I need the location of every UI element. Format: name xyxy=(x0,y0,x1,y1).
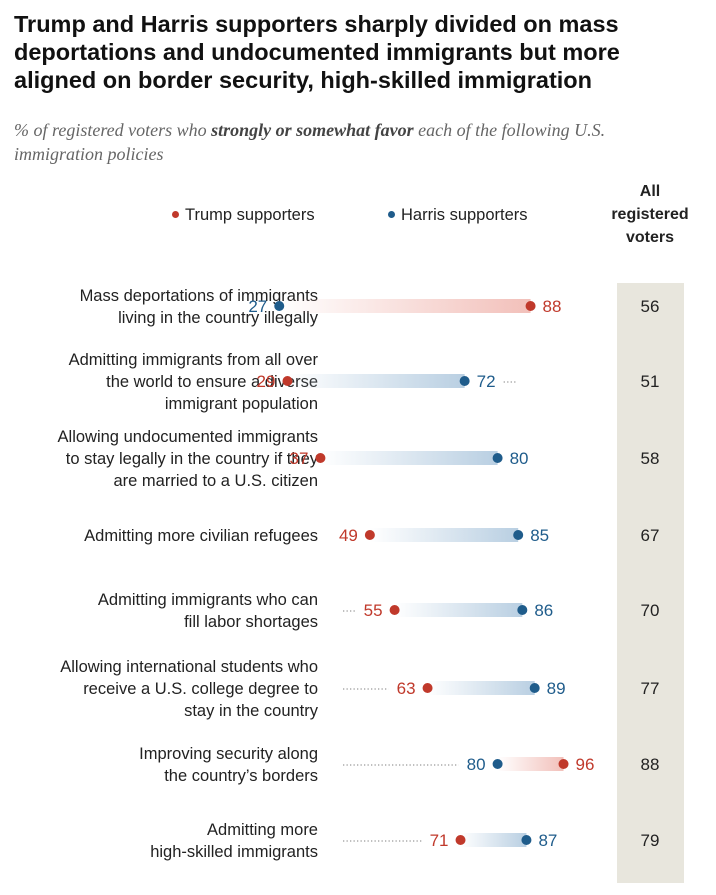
range-band xyxy=(497,757,564,771)
trump-value-label: 29 xyxy=(257,372,276,391)
all-voters-value: 56 xyxy=(641,297,660,316)
row-label-line: the country’s borders xyxy=(164,767,318,785)
chart-subtitle: % of registered voters who strongly or s… xyxy=(14,118,694,166)
row-label-line: Allowing undocumented immigrants xyxy=(58,428,318,446)
row-5: Admitting immigrants who can fill labor s… xyxy=(98,591,660,631)
row-2: Admitting immigrants from all over the wo… xyxy=(69,351,660,413)
subtitle-emphasis: strongly or somewhat favor xyxy=(211,120,414,140)
row-label-line: living in the country illegally xyxy=(118,309,319,327)
row-1: Mass deportations of immigrants living in… xyxy=(80,287,660,327)
row-label-line: stay in the country xyxy=(184,702,319,720)
row-6: Allowing international students who recei… xyxy=(60,658,659,720)
trump-value-label: 63 xyxy=(397,679,416,698)
range-band xyxy=(287,374,465,388)
all-voters-header: All registered voters xyxy=(600,180,700,249)
harris-value-label: 80 xyxy=(510,449,529,468)
subtitle-prefix: % of registered voters who xyxy=(14,120,212,140)
trump-dot xyxy=(364,530,375,540)
all-voters-value: 79 xyxy=(641,831,660,850)
row-label-line: Admitting immigrants from all over xyxy=(69,351,319,369)
chart-title: Trump and Harris supporters sharply divi… xyxy=(14,11,620,93)
range-band xyxy=(394,603,523,617)
all-voters-value: 67 xyxy=(641,526,660,545)
row-label-line: immigrant population xyxy=(165,395,318,413)
row-label-line: receive a U.S. college degree to xyxy=(83,680,318,698)
trump-value-label: 55 xyxy=(364,601,383,620)
legend-trump-label: Trump supporters xyxy=(185,206,315,224)
trump-dot xyxy=(455,835,466,845)
trump-dot xyxy=(315,453,326,463)
all-voters-value: 70 xyxy=(641,601,660,620)
row-label-line: are married to a U.S. citizen xyxy=(114,472,319,490)
row-label-line: Admitting more civilian refugees xyxy=(84,527,318,545)
range-band xyxy=(320,451,498,465)
all-header-line-3: voters xyxy=(625,229,675,246)
all-voters-column xyxy=(617,283,684,883)
range-band xyxy=(279,299,531,313)
harris-value-label: 27 xyxy=(248,297,267,316)
trump-value-label: 88 xyxy=(543,297,562,316)
row-label-line: Admitting more xyxy=(207,821,318,839)
row-3: Allowing undocumented immigrants to stay … xyxy=(58,428,660,490)
all-voters-value: 58 xyxy=(641,449,660,468)
row-label-line: Mass deportations of immigrants xyxy=(80,287,318,305)
row-label-line: to stay legally in the country if they xyxy=(66,450,319,468)
range-band xyxy=(369,528,519,542)
harris-dot xyxy=(274,301,285,311)
row-7: Improving security along the country’s bo… xyxy=(139,745,659,785)
legend-trump: Trump supporters xyxy=(172,206,315,225)
harris-value-label: 86 xyxy=(534,601,553,620)
row-label-line: fill labor shortages xyxy=(184,613,318,631)
trump-value-label: 37 xyxy=(290,449,309,468)
trump-value-label: 71 xyxy=(430,831,449,850)
harris-dot xyxy=(513,530,524,540)
all-header-line-1: All xyxy=(639,183,661,200)
row-label-line: the world to ensure a diverse xyxy=(106,373,318,391)
trump-value-label: 96 xyxy=(576,755,595,774)
harris-dot xyxy=(459,376,470,386)
harris-value-label: 89 xyxy=(547,679,566,698)
harris-value-label: 87 xyxy=(538,831,557,850)
harris-value-label: 85 xyxy=(530,526,549,545)
trump-dot xyxy=(558,759,569,769)
trump-value-label: 49 xyxy=(339,526,358,545)
row-label-line: Admitting immigrants who can xyxy=(98,591,318,609)
legend-harris-label: Harris supporters xyxy=(401,206,528,224)
harris-dot xyxy=(521,835,532,845)
trump-dot xyxy=(282,376,293,386)
all-voters-value: 77 xyxy=(641,679,660,698)
row-4: Admitting more civilian refugees 49 85 67 xyxy=(84,526,659,545)
row-label-line: Allowing international students who xyxy=(60,658,318,676)
harris-dot xyxy=(492,759,503,769)
all-voters-value: 88 xyxy=(641,755,660,774)
all-voters-value: 51 xyxy=(641,372,660,391)
row-label-line: Improving security along xyxy=(139,745,318,763)
harris-dot xyxy=(492,453,503,463)
harris-dot xyxy=(529,683,540,693)
trump-dot-icon xyxy=(172,211,179,219)
legend-harris: Harris supporters xyxy=(388,206,528,225)
row-8: Admitting more high-skilled immigrants 71 8… xyxy=(150,821,659,861)
harris-value-label: 72 xyxy=(477,372,496,391)
all-header-line-2: registered xyxy=(611,206,689,223)
trump-dot xyxy=(422,683,433,693)
harris-dot xyxy=(517,605,528,615)
trump-dot xyxy=(525,301,536,311)
range-band xyxy=(460,833,527,847)
subtitle-suffix: each of the following U.S. immigration p… xyxy=(14,120,606,164)
harris-dot-icon xyxy=(388,211,395,219)
harris-value-label: 80 xyxy=(467,755,486,774)
row-label-line: high-skilled immigrants xyxy=(150,843,318,861)
range-band xyxy=(427,681,535,695)
trump-dot xyxy=(389,605,400,615)
